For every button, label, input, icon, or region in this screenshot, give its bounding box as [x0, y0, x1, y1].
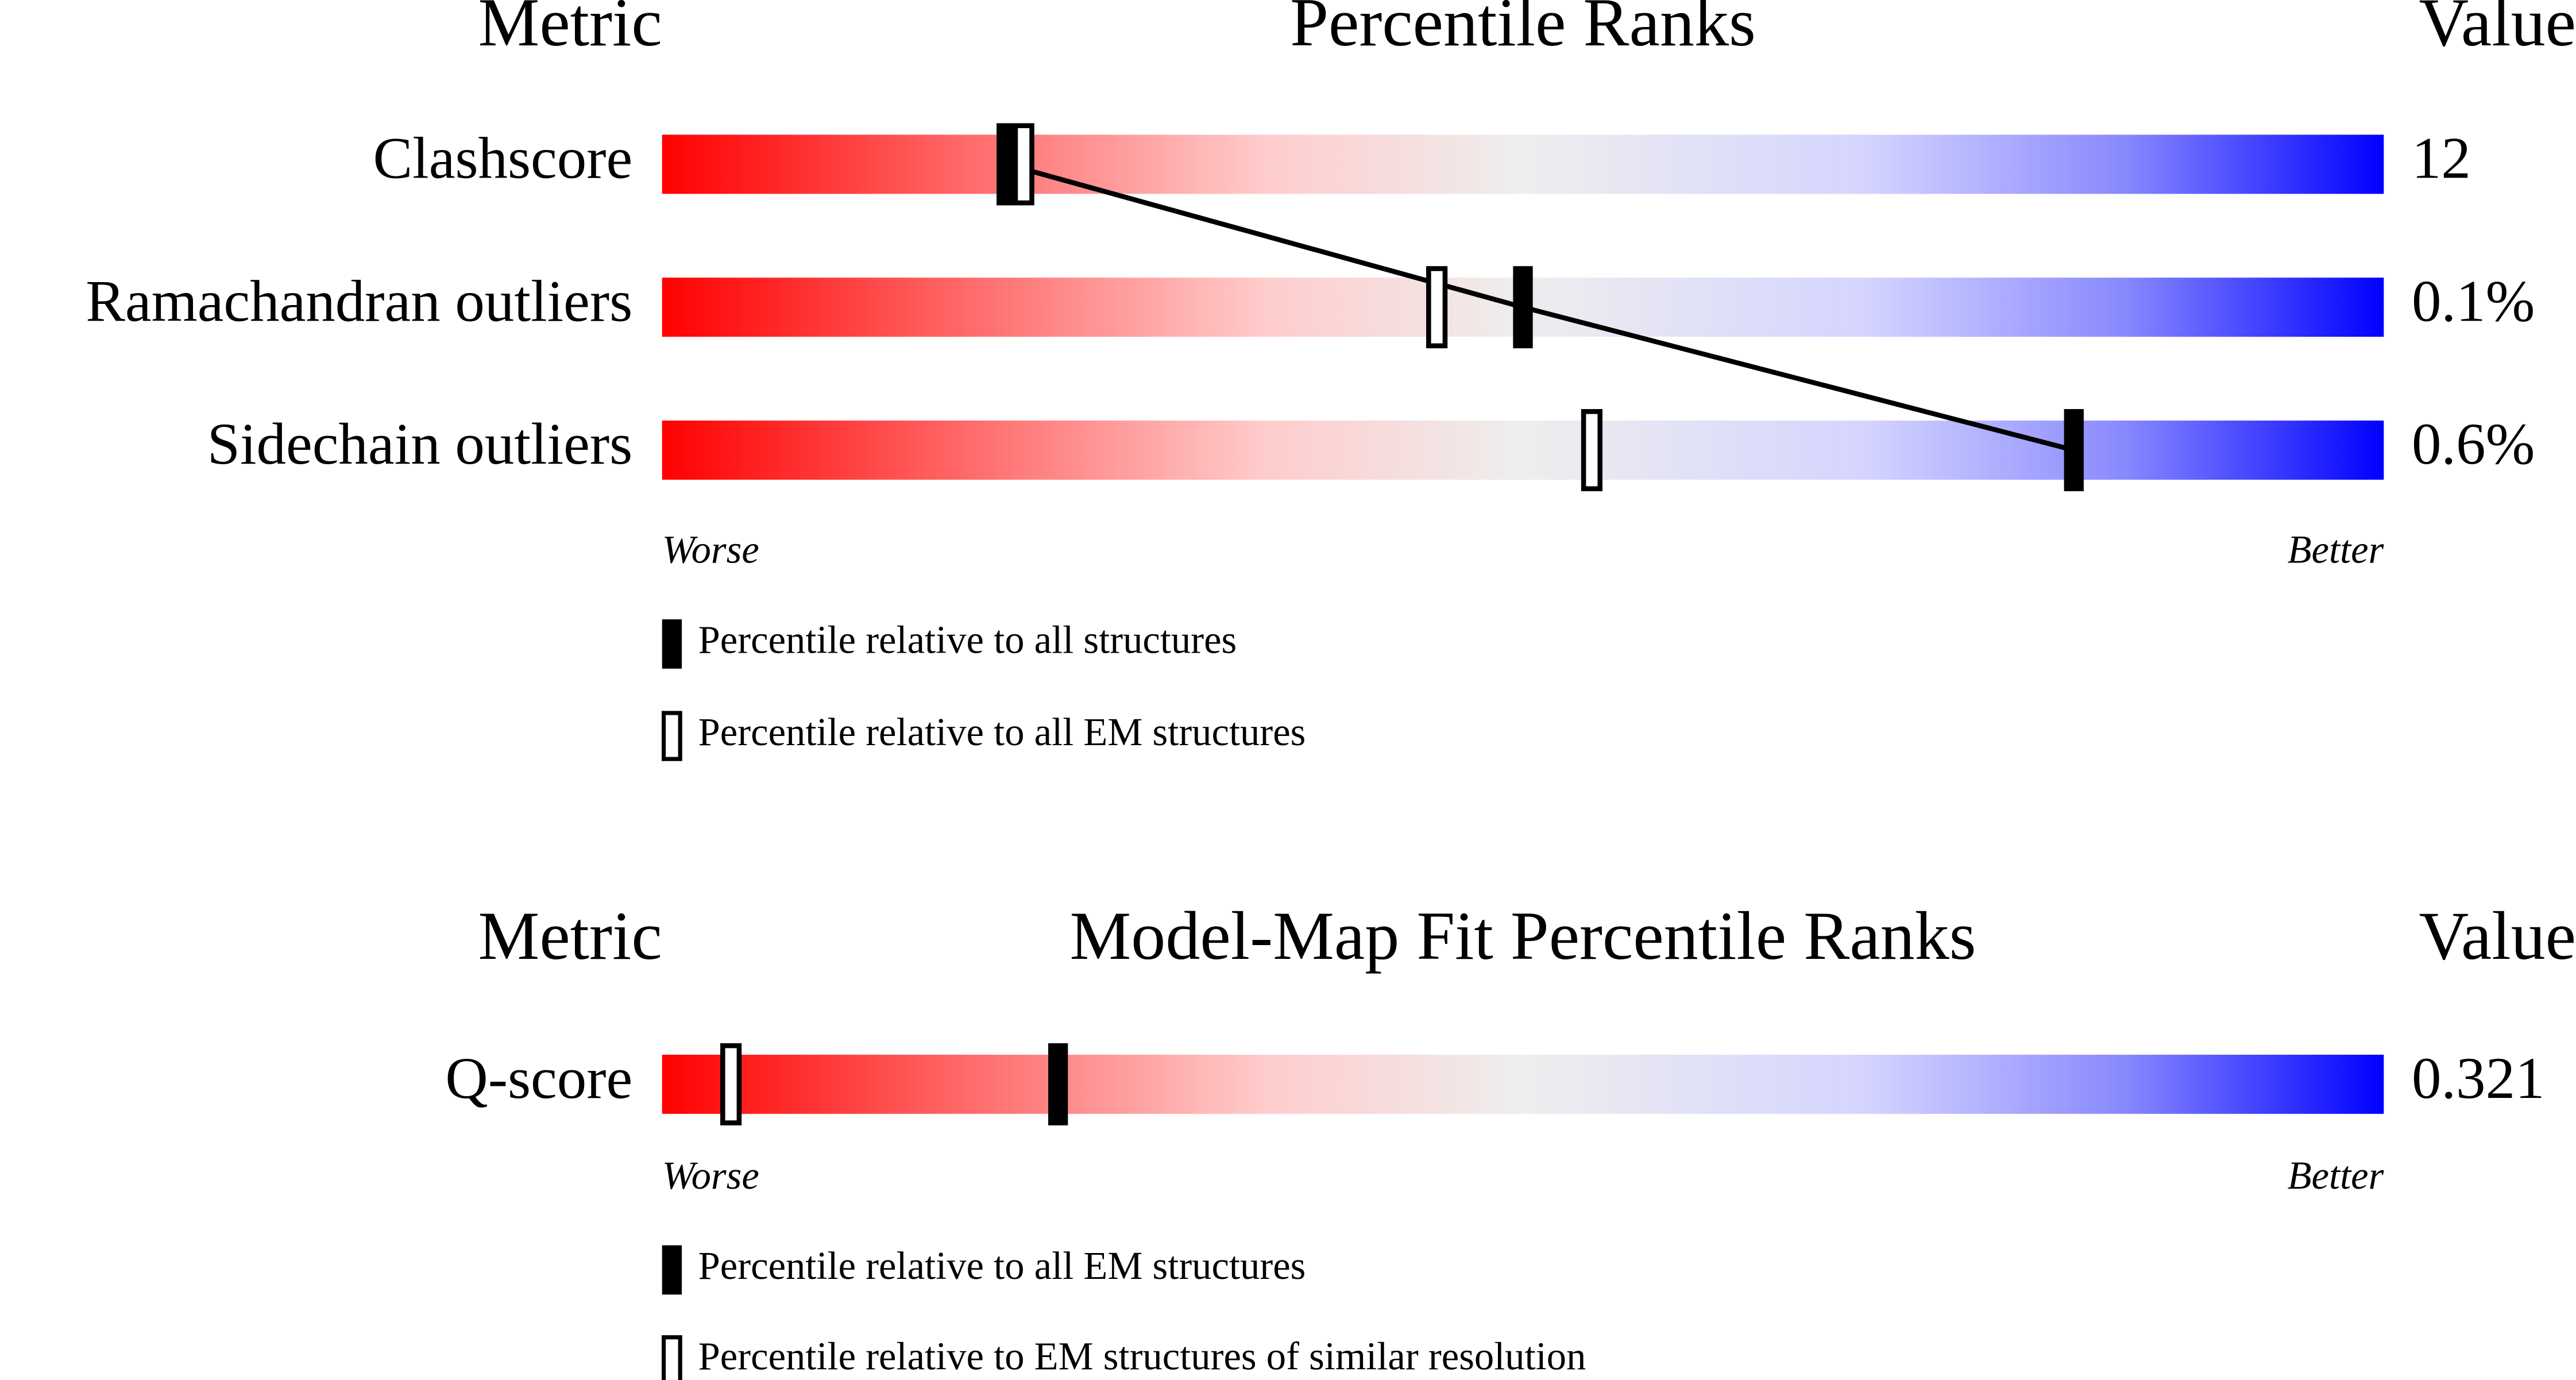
percentile-marker — [1513, 266, 1533, 349]
chart-title: Model-Map Fit Percentile Ranks — [1069, 897, 1976, 974]
metric-header: Metric — [478, 897, 662, 974]
legend-swatch — [662, 1245, 682, 1295]
legend-label: Percentile relative to all EM structures — [698, 1244, 1306, 1288]
percentile-bar — [662, 1054, 2384, 1114]
percentile-marker-hollow — [1581, 409, 1603, 491]
metric-label: Sidechain outliers — [207, 411, 633, 477]
metric-label: Ramachandran outliers — [86, 268, 632, 334]
metric-label: Q-score — [445, 1046, 632, 1111]
metric-value: 12 — [2412, 126, 2471, 191]
worse-label: Worse — [662, 1154, 759, 1197]
percentile-marker — [2064, 409, 2084, 491]
value-header: Value — [2419, 0, 2576, 60]
percentile-bar — [662, 421, 2384, 480]
metric-header: Metric — [478, 0, 662, 60]
value-header: Value — [2419, 897, 2576, 974]
percentile-marker-hollow — [1013, 123, 1034, 206]
metric-value: 0.6% — [2412, 411, 2535, 477]
percentile-marker-hollow — [1426, 266, 1448, 349]
legend-swatch-hollow — [661, 711, 682, 761]
metric-value: 0.1% — [2412, 268, 2535, 334]
better-label: Better — [2288, 527, 2384, 571]
legend-label: Percentile relative to all structures — [698, 618, 1237, 662]
legend-swatch — [662, 619, 682, 669]
better-label: Better — [2288, 1154, 2384, 1197]
worse-label: Worse — [662, 527, 759, 571]
percentile-marker — [1048, 1043, 1068, 1125]
chart-title: Percentile Ranks — [1290, 0, 1756, 60]
metric-label: Clashscore — [373, 126, 632, 191]
percentile-bar — [662, 134, 2384, 194]
legend-swatch-hollow — [661, 1335, 682, 1380]
metric-value: 0.321 — [2412, 1046, 2545, 1111]
legend-label: Percentile relative to all EM structures — [698, 710, 1306, 754]
percentile-marker-hollow — [720, 1043, 742, 1125]
legend-label: Percentile relative to EM structures of … — [698, 1334, 1586, 1378]
